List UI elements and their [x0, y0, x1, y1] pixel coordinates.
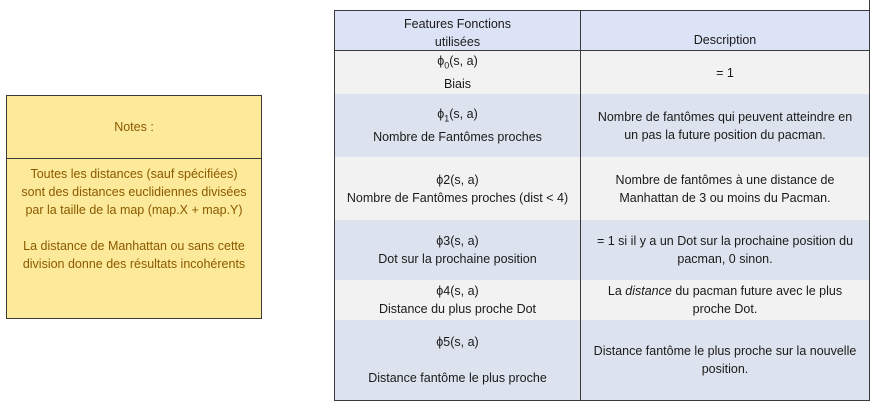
- table-row: ϕ4(s, a) Distance du plus proche Dot La …: [335, 280, 869, 320]
- header-description: Description: [581, 11, 869, 50]
- border-tick: [869, 0, 870, 10]
- description-text: Nombre de fantômes qui peuvent atteindre…: [597, 109, 853, 124]
- feature-name: Dot sur la prochaine position: [378, 252, 537, 266]
- notes-line: division donne des résultats incohérents: [22, 257, 246, 271]
- description-cell: Nombre de fantômes qui peuvent atteindre…: [581, 94, 869, 157]
- feature-name: Biais: [443, 76, 472, 91]
- table-header-row: Features Fonctions utilisées Description: [335, 11, 869, 50]
- description-cell: La distance du pacman future avec le plu…: [581, 280, 869, 320]
- feature-name: Nombre de Fantômes proches (dist < 4): [346, 190, 569, 205]
- feature-name: Distance fantôme le plus proche: [368, 371, 547, 385]
- feature-cell: ϕ1(s, a) Nombre de Fantômes proches: [335, 94, 581, 157]
- description-text: proche Dot.: [692, 302, 758, 316]
- notes-body: Toutes les distances (sauf spécifiées) s…: [7, 159, 261, 279]
- header-description-text: Description: [693, 33, 757, 47]
- feature-label: ϕ0(s, a): [437, 54, 478, 71]
- table-row: ϕ0(s, a) Biais = 1: [335, 51, 869, 94]
- description-text: Nombre de fantômes à une distance de: [615, 172, 835, 187]
- feature-cell: ϕ2(s, a) Nombre de Fantômes proches (dis…: [335, 157, 581, 220]
- feature-label: ϕ4(s, a): [436, 284, 479, 298]
- table-row: ϕ5(s, a) Distance fantôme le plus proche…: [335, 320, 869, 400]
- description-text: La distance du pacman future avec le plu…: [607, 284, 843, 298]
- header-features-line2: utilisées: [434, 34, 481, 49]
- notes-line: Toutes les distances (sauf spécifiées): [30, 167, 238, 181]
- header-features: Features Fonctions utilisées: [335, 11, 581, 50]
- table-row: ϕ2(s, a) Nombre de Fantômes proches (dis…: [335, 157, 869, 220]
- description-text: un pas la future position du pacman.: [624, 127, 826, 142]
- feature-name: Nombre de Fantômes proches: [373, 129, 542, 144]
- feature-label: ϕ5(s, a): [436, 335, 479, 349]
- description-text: Manhattan de 3 ou moins du Pacman.: [619, 190, 831, 205]
- description-text: position.: [701, 362, 749, 376]
- table-row: ϕ3(s, a) Dot sur la prochaine position =…: [335, 220, 869, 280]
- notes-line: par la taille de la map (map.X + map.Y): [25, 203, 243, 217]
- feature-label: ϕ1(s, a): [437, 107, 478, 124]
- description-text: = 1 si il y a un Dot sur la prochaine po…: [596, 234, 854, 248]
- notes-line: sont des distances euclidiennes divisées: [21, 185, 247, 199]
- feature-label: ϕ2(s, a): [436, 172, 479, 187]
- feature-cell: ϕ5(s, a) Distance fantôme le plus proche: [335, 320, 581, 400]
- feature-cell: ϕ3(s, a) Dot sur la prochaine position: [335, 220, 581, 280]
- notes-box: Notes : Toutes les distances (sauf spéci…: [6, 95, 262, 319]
- header-features-line1: Features Fonctions: [404, 16, 511, 31]
- description-text: = 1: [716, 65, 734, 80]
- description-cell: = 1 si il y a un Dot sur la prochaine po…: [581, 220, 869, 280]
- notes-title: Notes :: [7, 96, 261, 159]
- description-cell: Nombre de fantômes à une distance de Man…: [581, 157, 869, 220]
- description-cell: = 1: [581, 51, 869, 94]
- description-cell: Distance fantôme le plus proche sur la n…: [581, 320, 869, 400]
- description-text: pacman, 0 sinon.: [677, 252, 773, 266]
- notes-line: La distance de Manhattan ou sans cette: [23, 239, 245, 253]
- features-table: Features Fonctions utilisées Description…: [334, 10, 870, 401]
- description-text: Distance fantôme le plus proche sur la n…: [593, 344, 857, 358]
- feature-cell: ϕ0(s, a) Biais: [335, 51, 581, 94]
- feature-label: ϕ3(s, a): [436, 234, 479, 248]
- feature-cell: ϕ4(s, a) Distance du plus proche Dot: [335, 280, 581, 320]
- table-row: ϕ1(s, a) Nombre de Fantômes proches Nomb…: [335, 94, 869, 157]
- feature-name: Distance du plus proche Dot: [378, 302, 537, 316]
